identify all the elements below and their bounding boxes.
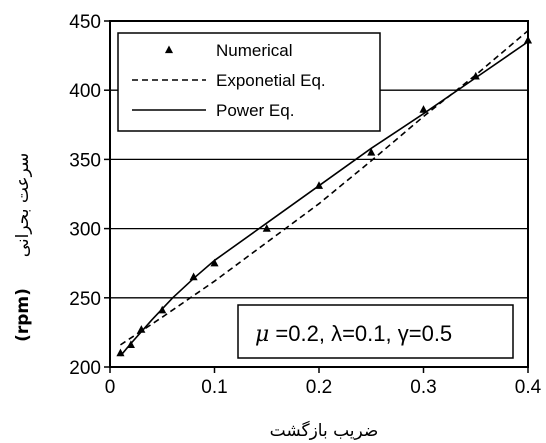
parameter-box: μ =0.2, λ=0.1, γ=0.5 — [237, 304, 514, 359]
x-tick-label: 0.3 — [410, 377, 436, 398]
legend-label: Power Eq. — [216, 101, 294, 120]
y-tick-label: 300 — [69, 220, 101, 241]
x-tick-label: 0.2 — [306, 377, 332, 398]
legend-entry: Numerical — [164, 41, 293, 60]
legend-label: Exponetial Eq. — [216, 71, 326, 90]
numerical-data-point — [419, 105, 428, 113]
y-axis-title: سرعت بحرانی (rpm) — [13, 153, 33, 342]
y-tick-label: 200 — [69, 358, 101, 379]
numerical-data-point — [262, 224, 271, 232]
legend-label: Numerical — [216, 41, 293, 60]
y-axis-title-unit: (rpm) — [13, 288, 33, 342]
x-tick-label: 0.4 — [515, 377, 542, 398]
parameter-box-frame — [237, 304, 514, 359]
y-tick-label: 450 — [69, 12, 101, 33]
legend: Numerical Exponetial Eq. Power Eq. — [117, 32, 381, 132]
parameter-annotation: μ =0.2, λ=0.1, γ=0.5 — [255, 321, 452, 347]
axis-ticks: 200 250 300 350 400 450 0 0.1 0.2 0.3 0.4 — [69, 12, 541, 398]
numerical-data-point — [210, 258, 219, 267]
legend-entry: Power Eq. — [132, 101, 294, 120]
series-layer — [116, 30, 533, 357]
x-tick-label: 0 — [105, 377, 116, 398]
y-tick-label: 250 — [69, 289, 101, 310]
y-tick-label: 350 — [69, 150, 101, 171]
x-axis-title: ضریب بازگشت — [270, 420, 379, 441]
x-tick-label: 0.1 — [201, 377, 227, 398]
numerical-data-point — [189, 272, 198, 281]
numerical-data-point — [367, 147, 376, 156]
legend-marker-triangle — [164, 45, 174, 54]
power-eq-line — [119, 41, 529, 357]
y-axis-title-text: سرعت بحرانی — [13, 153, 33, 258]
mu-symbol: μ — [255, 322, 269, 347]
parameter-values: =0.2, λ=0.1, γ=0.5 — [269, 321, 452, 346]
numerical-data-point — [137, 325, 146, 333]
y-tick-label: 400 — [69, 81, 101, 102]
legend-box — [117, 32, 381, 132]
legend-entry: Exponetial Eq. — [132, 71, 326, 90]
